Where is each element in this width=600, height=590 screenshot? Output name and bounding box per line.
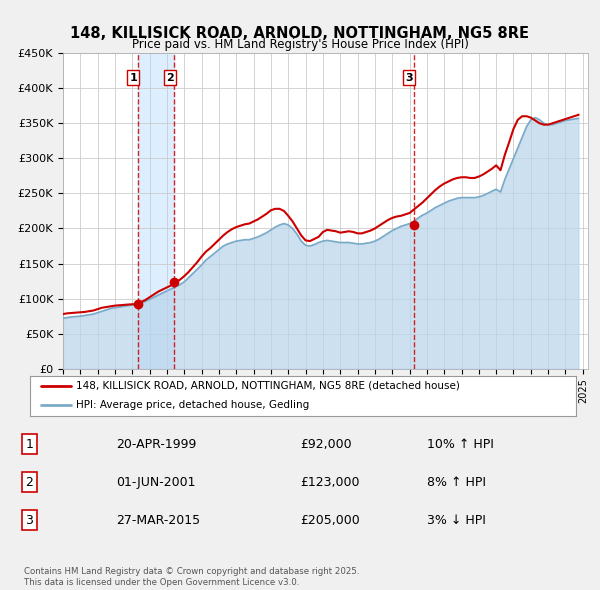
Text: Price paid vs. HM Land Registry's House Price Index (HPI): Price paid vs. HM Land Registry's House …	[131, 38, 469, 51]
Text: £123,000: £123,000	[300, 476, 359, 489]
Text: 10% ↑ HPI: 10% ↑ HPI	[427, 438, 494, 451]
Text: £92,000: £92,000	[300, 438, 352, 451]
Text: 2: 2	[25, 476, 33, 489]
Text: 1: 1	[129, 73, 137, 83]
Text: 8% ↑ HPI: 8% ↑ HPI	[427, 476, 486, 489]
Text: HPI: Average price, detached house, Gedling: HPI: Average price, detached house, Gedl…	[76, 400, 310, 410]
Text: 3% ↓ HPI: 3% ↓ HPI	[427, 514, 485, 527]
Text: 01-JUN-2001: 01-JUN-2001	[116, 476, 195, 489]
Text: 148, KILLISICK ROAD, ARNOLD, NOTTINGHAM, NG5 8RE: 148, KILLISICK ROAD, ARNOLD, NOTTINGHAM,…	[71, 25, 530, 41]
Text: 2: 2	[166, 73, 174, 83]
Text: 27-MAR-2015: 27-MAR-2015	[116, 514, 200, 527]
Text: £205,000: £205,000	[300, 514, 360, 527]
Text: 3: 3	[406, 73, 413, 83]
Text: 1: 1	[25, 438, 33, 451]
Text: 3: 3	[25, 514, 33, 527]
Text: Contains HM Land Registry data © Crown copyright and database right 2025.
This d: Contains HM Land Registry data © Crown c…	[24, 568, 359, 586]
Bar	[137, 53, 174, 369]
Text: 148, KILLISICK ROAD, ARNOLD, NOTTINGHAM, NG5 8RE (detached house): 148, KILLISICK ROAD, ARNOLD, NOTTINGHAM,…	[76, 381, 460, 391]
Text: 20-APR-1999: 20-APR-1999	[116, 438, 196, 451]
